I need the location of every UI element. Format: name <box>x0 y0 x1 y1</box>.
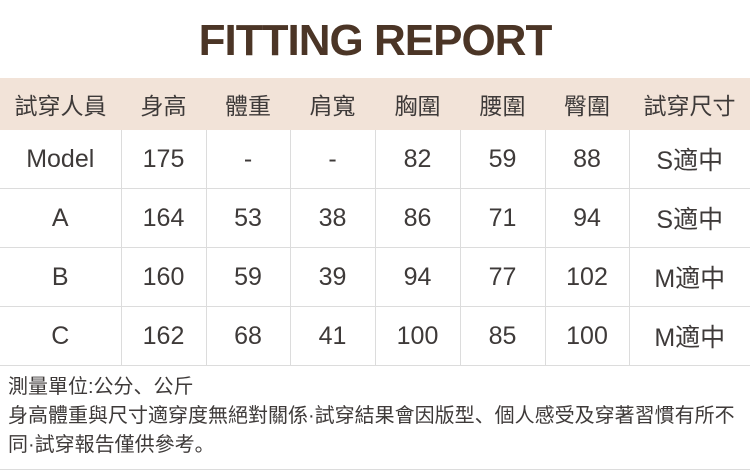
column-header-weight: 體重 <box>206 78 290 130</box>
column-header-tester: 試穿人員 <box>0 78 121 130</box>
cell-waist: 71 <box>459 188 546 248</box>
cell-hip: 94 <box>544 188 630 248</box>
table-row-b: B 160 59 39 94 77 102 M適中 <box>0 247 750 307</box>
cell-tester: B <box>0 247 122 307</box>
cell-chest: 94 <box>374 247 461 307</box>
cell-chest: 86 <box>374 188 461 248</box>
cell-waist: 77 <box>459 247 546 307</box>
note-disclaimer: 身高體重與尺寸適穿度無絕對關係·試穿結果會因版型、個人感受及穿著習慣有所不同·試… <box>8 405 735 456</box>
cell-weight: 59 <box>205 247 291 307</box>
cell-weight: 68 <box>205 306 291 366</box>
cell-shoulder: - <box>289 130 376 189</box>
cell-height: 160 <box>120 247 207 307</box>
table-row-c: C 162 68 41 100 85 100 M適中 <box>0 306 750 366</box>
cell-height: 175 <box>120 130 207 189</box>
fitting-table: 試穿人員 身高 體重 肩寬 胸圍 腰圍 臀圍 試穿尺寸 Model 175 - … <box>0 78 750 366</box>
cell-fit-size: M適中 <box>628 247 750 307</box>
measurement-notes: 測量單位:公分、公斤 身高體重與尺寸適穿度無絕對關係·試穿結果會因版型、個人感受… <box>0 366 750 470</box>
cell-fit-size: S適中 <box>628 188 750 248</box>
cell-hip: 102 <box>544 247 630 307</box>
header-row: 試穿人員 身高 體重 肩寬 胸圍 腰圍 臀圍 試穿尺寸 <box>0 78 750 130</box>
cell-hip: 100 <box>544 306 630 366</box>
cell-hip: 88 <box>544 130 630 189</box>
note-units: 測量單位:公分、公斤 <box>8 376 194 398</box>
column-header-height: 身高 <box>121 78 206 130</box>
cell-fit-size: S適中 <box>628 130 750 189</box>
column-header-fit-size: 試穿尺寸 <box>629 78 750 130</box>
cell-chest: 82 <box>374 130 461 189</box>
cell-weight: - <box>205 130 291 189</box>
cell-weight: 53 <box>205 188 291 248</box>
column-header-waist: 腰圍 <box>460 78 545 130</box>
cell-shoulder: 41 <box>289 306 376 366</box>
cell-waist: 59 <box>459 130 546 189</box>
column-header-hip: 臀圍 <box>545 78 629 130</box>
cell-tester: C <box>0 306 122 366</box>
cell-height: 164 <box>120 188 207 248</box>
page-title: FITTING REPORT <box>198 16 553 65</box>
cell-shoulder: 38 <box>289 188 376 248</box>
column-header-shoulder: 肩寬 <box>290 78 375 130</box>
cell-fit-size: M適中 <box>628 306 750 366</box>
table-row-a: A 164 53 38 86 71 94 S適中 <box>0 188 750 248</box>
cell-tester: A <box>0 188 122 248</box>
cell-height: 162 <box>120 306 207 366</box>
table-row-model: Model 175 - - 82 59 88 S適中 <box>0 130 750 189</box>
cell-shoulder: 39 <box>289 247 376 307</box>
cell-waist: 85 <box>459 306 546 366</box>
cell-tester: Model <box>0 130 122 189</box>
report-title-bar: FITTING REPORT <box>0 0 750 78</box>
cell-chest: 100 <box>374 306 461 366</box>
column-header-chest: 胸圍 <box>375 78 460 130</box>
